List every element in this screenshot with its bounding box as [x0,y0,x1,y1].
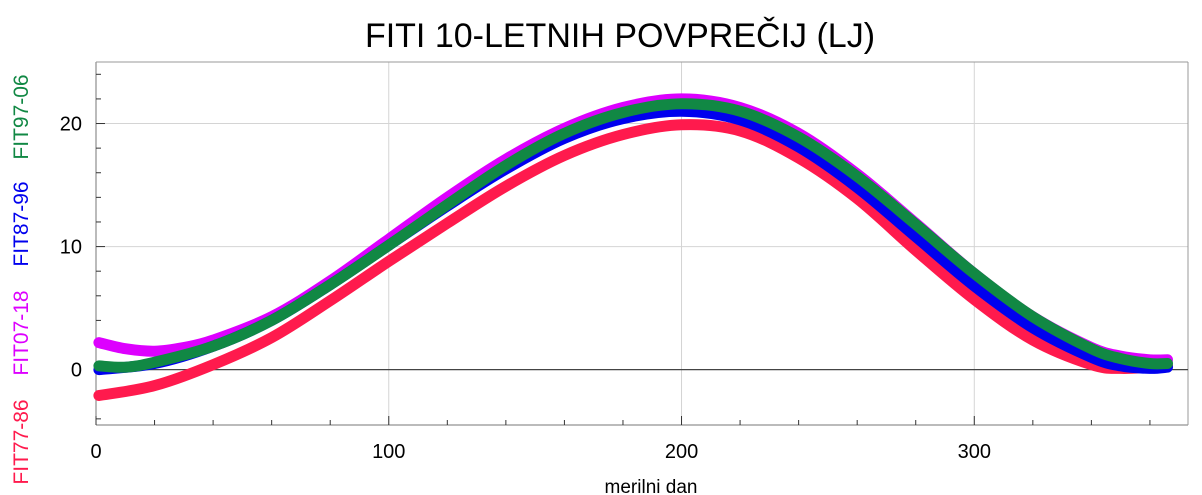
y-tick-label: 0 [71,360,82,382]
legend-item-fit87-96: FIT87-96 [10,181,33,266]
y-tick-label: 10 [60,237,82,259]
x-tick-label: 300 [958,441,991,463]
x-tick-label: 100 [372,441,405,463]
legend-item-fit77-86: FIT77-86 [10,399,33,484]
y-tick-label: 20 [60,114,82,136]
series-group [93,93,1173,401]
chart-title: FITI 10-LETNIH POVPREČIJ (LJ) [365,17,875,55]
series-line-fit77-86 [93,119,1173,401]
axes [95,61,1189,426]
x-axis-label: merilni dan [605,477,698,495]
series-line-fit97-06 [93,98,1173,373]
legend-item-fit97-06: FIT97-06 [10,74,33,159]
legend-item-fit07-18: FIT07-18 [10,290,33,375]
x-tick-label: 0 [90,441,101,463]
legend: FIT77-86 FIT07-18 FIT87-96 FIT97-06 [10,74,33,484]
tick-labels: 0 100 200 300 0 10 20 [60,114,991,463]
x-tick-label: 200 [665,441,698,463]
